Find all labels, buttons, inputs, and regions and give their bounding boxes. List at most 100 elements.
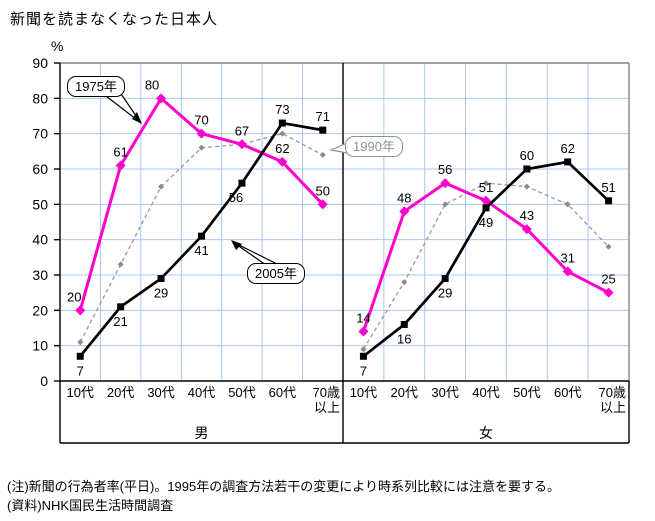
data-point-marker	[157, 275, 165, 283]
data-point-value-label: 25	[601, 272, 615, 287]
axis-category-label: 20代	[391, 385, 418, 400]
axis-category-label: 70歳	[599, 385, 626, 400]
data-point-marker	[564, 201, 571, 208]
data-point-value-label: 31	[560, 250, 574, 265]
data-point-marker	[317, 199, 328, 210]
footnote-source: (資料)NHK国民生活時間調査	[7, 498, 174, 513]
axis-category-label: 10代	[350, 385, 377, 400]
data-point-marker	[359, 352, 367, 360]
y-axis-unit-label: %	[51, 38, 64, 54]
y-axis-tick-label: 10	[32, 338, 48, 354]
data-point-marker	[605, 243, 612, 250]
series-1975年-男: 20 61 80 70 67 62 50	[67, 77, 330, 316]
data-point-value-label: 21	[113, 314, 127, 329]
data-point-marker	[521, 224, 532, 235]
data-point-marker	[399, 206, 410, 217]
data-point-marker	[117, 261, 124, 268]
data-point-marker	[238, 179, 246, 187]
data-point-value-label: 14	[356, 311, 370, 326]
data-point-marker	[156, 93, 167, 104]
axis-category-label: 以上	[314, 400, 340, 415]
data-point-marker	[442, 201, 449, 208]
data-point-marker	[360, 346, 367, 353]
data-point-value-label: 29	[438, 286, 452, 301]
data-point-value-label: 29	[154, 286, 168, 301]
data-point-marker	[603, 287, 614, 298]
legend-callout-1990: 1990年	[345, 136, 403, 157]
data-point-marker	[77, 339, 84, 346]
data-point-marker	[562, 266, 573, 277]
data-point-value-label: 20	[67, 289, 81, 304]
data-point-value-label: 51	[601, 180, 615, 195]
footnote-method: (注)新聞の行為者率(平日)。1995年の調査方法若干の変更により時系列比較には…	[7, 479, 560, 494]
group-label: 女	[479, 425, 493, 441]
data-point-marker	[482, 204, 490, 212]
data-point-value-label: 51	[479, 180, 493, 195]
data-point-marker	[76, 352, 84, 360]
data-point-value-label: 62	[275, 141, 289, 156]
y-axis-tick-label: 50	[32, 196, 48, 212]
data-point-value-label: 41	[194, 243, 208, 258]
data-point-value-label: 48	[397, 190, 411, 205]
data-point-value-label: 7	[360, 363, 367, 378]
data-point-marker	[158, 183, 165, 190]
callout-arrowhead-2005	[231, 240, 242, 250]
axis-category-label: 30代	[147, 385, 174, 400]
axis-category-label: 40代	[472, 385, 499, 400]
data-point-value-label: 60	[520, 148, 534, 163]
data-point-marker	[401, 279, 408, 286]
axis-category-label: 60代	[554, 385, 581, 400]
y-axis-tick-label: 70	[32, 126, 48, 142]
data-point-marker	[440, 178, 451, 189]
data-point-value-label: 73	[275, 102, 289, 117]
data-point-marker	[605, 197, 613, 205]
y-axis-tick-label: 90	[32, 55, 48, 71]
chart-plot: 90 80 70 60 50 40 30 20 10 0 10代 20代 30代 40代 50代 60代 70歳…	[32, 55, 630, 444]
data-point-marker	[198, 144, 205, 151]
data-point-marker	[278, 119, 286, 127]
y-axis-tick-label: 80	[32, 90, 48, 106]
data-point-value-label: 56	[438, 162, 452, 177]
data-point-marker	[75, 305, 86, 316]
axis-category-label: 60代	[269, 385, 296, 400]
data-point-marker	[400, 320, 408, 328]
data-point-marker	[117, 303, 125, 311]
data-point-marker	[481, 195, 491, 206]
data-point-marker	[279, 130, 286, 137]
callout-arrowhead-1975	[132, 112, 142, 124]
axis-category-label: 20代	[107, 385, 134, 400]
y-axis-tick-label: 60	[32, 161, 48, 177]
data-point-value-label: 49	[479, 215, 493, 230]
data-point-value-label: 80	[145, 77, 159, 92]
data-point-marker	[115, 160, 126, 171]
data-point-marker	[236, 139, 247, 150]
series-1990年-男	[77, 130, 326, 346]
data-point-marker	[441, 275, 449, 283]
data-point-marker	[196, 128, 207, 139]
data-point-marker	[319, 151, 326, 158]
data-point-value-label: 16	[397, 331, 411, 346]
data-point-marker	[523, 183, 530, 190]
series-1975年-女: 14 48 56 51 43 31 25	[356, 162, 616, 337]
y-axis-tick-label: 30	[32, 267, 48, 283]
data-point-value-label: 50	[316, 183, 330, 198]
legend-callout-2005: 2005年	[247, 263, 305, 284]
data-point-value-label: 56	[229, 190, 243, 205]
axis-category-label: 30代	[431, 385, 458, 400]
data-point-value-label: 7	[77, 363, 84, 378]
data-point-marker	[483, 180, 489, 187]
axis-category-label: 50代	[228, 385, 255, 400]
series-1990年-女	[360, 180, 612, 353]
axis-category-label: 10代	[66, 385, 93, 400]
data-point-value-label: 71	[316, 109, 330, 124]
axis-category-label: 以上	[600, 400, 626, 415]
data-point-value-label: 62	[560, 141, 574, 156]
legend-callout-1975: 1975年	[67, 76, 125, 97]
data-point-marker	[277, 156, 288, 167]
group-label: 男	[195, 425, 209, 441]
data-point-value-label: 61	[113, 144, 127, 159]
axis-category-label: 40代	[188, 385, 215, 400]
data-point-value-label: 67	[235, 123, 249, 138]
data-point-marker	[564, 158, 572, 166]
